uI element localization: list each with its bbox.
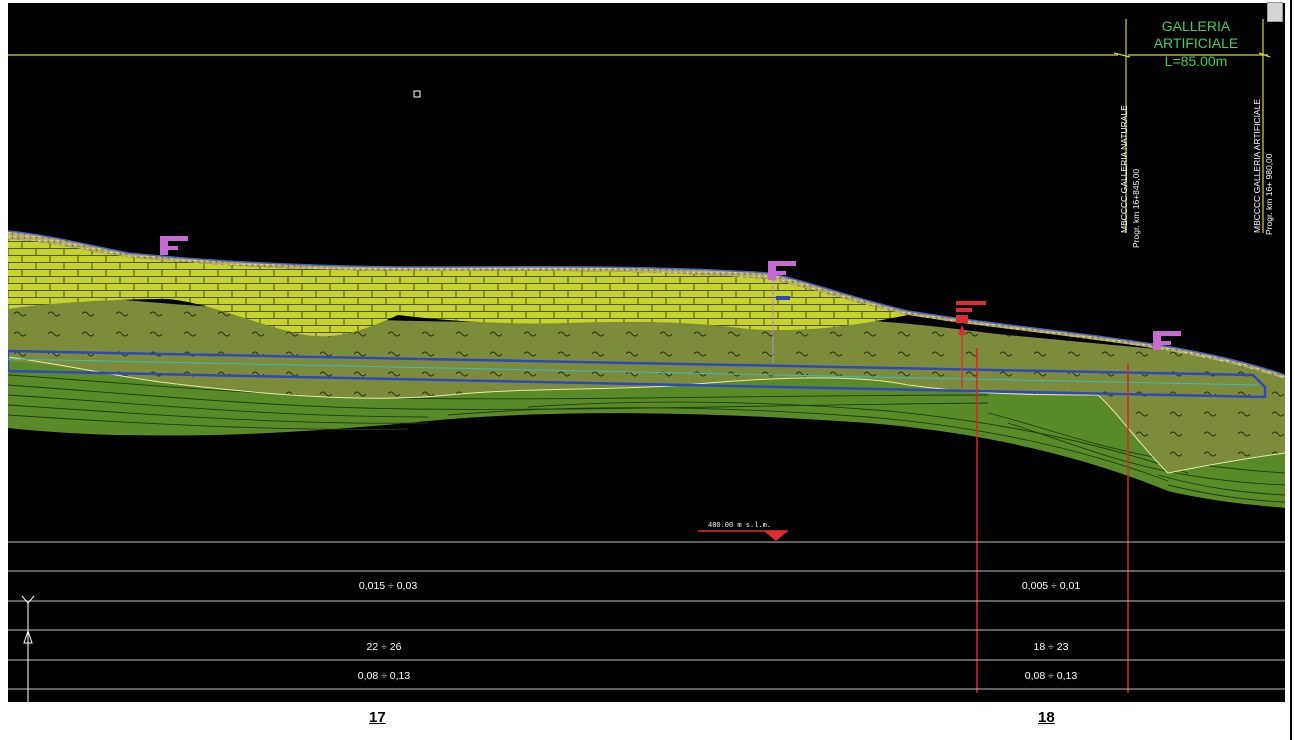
annotation-flag-2 <box>768 261 796 280</box>
page-number-17: 17 <box>369 709 386 726</box>
annotation-flag-3 <box>1153 331 1181 350</box>
table-row4-left: 0,08 ÷ 0,13 <box>358 670 411 682</box>
table-row4-right: 0,08 ÷ 0,13 <box>1025 670 1078 682</box>
page-right-border <box>1290 0 1292 740</box>
right-marker-prog: Progr. km 16+ 980,00 <box>1264 153 1274 235</box>
table-row1-left: 0,015 ÷ 0,03 <box>359 580 417 592</box>
right-marker-label: MBCCCC GALLERIA ARTIFICIALE <box>1252 99 1262 233</box>
scroll-thumb[interactable] <box>1267 2 1283 22</box>
galleria-title-line1: GALLERIA <box>1162 18 1231 34</box>
cad-viewport[interactable]: GALLERIA ARTIFICIALE L=85.00m MBCCCC GAL… <box>8 3 1285 702</box>
flysch-strata-lines <box>8 374 1285 503</box>
section-arrowhead <box>958 325 966 335</box>
galleria-title-line2: ARTIFICIALE <box>1154 35 1239 51</box>
cursor-pickbox <box>413 90 421 98</box>
ucs-icon <box>21 595 35 702</box>
page-number-18: 18 <box>1038 709 1055 726</box>
limestone-layer <box>8 239 908 337</box>
datum-triangle <box>764 531 788 541</box>
table-row1-right: 0,005 ÷ 0,01 <box>1022 580 1080 592</box>
surface-gravel <box>8 231 1285 379</box>
geological-profile-drawing: GALLERIA ARTIFICIALE L=85.00m MBCCCC GAL… <box>8 18 1285 702</box>
annotation-flag-2-base <box>776 296 790 300</box>
galleria-length: L=85.00m <box>1165 53 1228 69</box>
bottom-table-lines <box>8 541 1285 690</box>
ground-surface-line <box>8 230 1285 376</box>
tunnel-outline <box>8 349 1267 399</box>
left-marker-prog: Progr. km 16+845,00 <box>1131 169 1141 248</box>
datum-label: 400.00 m s.l.m. <box>708 522 771 530</box>
annotation-flag-1 <box>160 236 188 255</box>
table-row3-left: 22 ÷ 26 <box>367 641 402 653</box>
contact-line <box>8 356 1285 474</box>
table-row3-right: 18 ÷ 23 <box>1034 641 1069 653</box>
left-marker-label: MBCCCC GALLERIA NATURALE <box>1119 105 1129 233</box>
galleria-dimension-bracket <box>1113 19 1271 233</box>
section-marker <box>956 301 986 323</box>
